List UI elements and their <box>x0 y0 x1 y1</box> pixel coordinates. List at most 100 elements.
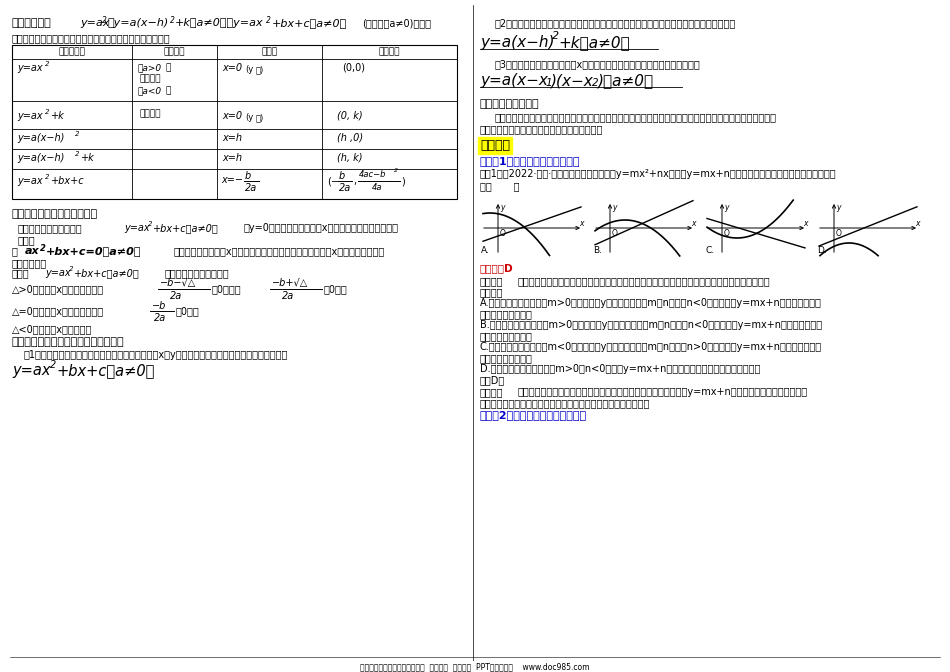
Text: −b+√△: −b+√△ <box>272 278 308 288</box>
Text: 轴): 轴) <box>256 113 264 122</box>
Text: 是（       ）: 是（ ） <box>480 181 520 191</box>
Text: b: b <box>245 171 251 181</box>
Text: (0,0): (0,0) <box>342 63 365 73</box>
Text: △>0，图象与x轴交于两点：（: △>0，图象与x轴交于两点：（ <box>12 284 104 294</box>
Text: 2a: 2a <box>339 183 352 193</box>
Text: x: x <box>915 219 920 228</box>
Text: +bx+c（a≠0）: +bx+c（a≠0） <box>74 268 140 278</box>
Text: (y: (y <box>245 113 254 122</box>
Text: O: O <box>724 229 730 238</box>
Text: y=ax: y=ax <box>12 363 50 378</box>
Text: x=h: x=h <box>222 153 242 163</box>
Text: A.: A. <box>481 246 490 255</box>
Text: 开口方向: 开口方向 <box>163 47 185 56</box>
Text: 本题可先由二次函数图像得到字母系数的正负，再与一次函数的图像相比较是否一致，逐一排除。: 本题可先由二次函数图像得到字母系数的正负，再与一次函数的图像相比较是否一致，逐一… <box>518 276 770 286</box>
Text: 小学、初中、高中各种试卷真题  知识归纳  文案合同  PPT等免费下载    www.doc985.com: 小学、初中、高中各种试卷真题 知识归纳 文案合同 PPT等免费下载 www.do… <box>360 662 590 671</box>
Text: C.: C. <box>705 246 714 255</box>
Text: 五．用待定系数法求二次函数的解析式: 五．用待定系数法求二次函数的解析式 <box>12 337 124 347</box>
Text: x=h: x=h <box>222 133 242 143</box>
Text: x: x <box>803 219 808 228</box>
Text: (−: (− <box>327 176 339 186</box>
Text: 2a: 2a <box>245 183 257 193</box>
Text: ，y=a(x−h): ，y=a(x−h) <box>108 18 169 28</box>
Text: 【考点2】二次函数与一元二次方程: 【考点2】二次函数与一元二次方程 <box>480 410 587 420</box>
Text: O: O <box>500 229 505 238</box>
Text: 四象限，故可排除；: 四象限，故可排除； <box>480 353 533 363</box>
Text: +k: +k <box>81 153 95 163</box>
Text: 2a: 2a <box>170 291 182 301</box>
Text: 的图象与坐标轴的交点：: 的图象与坐标轴的交点： <box>165 268 230 278</box>
Text: （1）当题给条件为已知图象经过三个已知点或已知x、y的三对对应值时，可设解析式为一般形式：: （1）当题给条件为已知图象经过三个已知点或已知x、y的三对对应值时，可设解析式为… <box>24 350 289 360</box>
Text: 对称轴: 对称轴 <box>261 47 277 56</box>
Text: 三、二次函数: 三、二次函数 <box>12 18 51 28</box>
Text: 及抛物线二次函数的有关性质，开口方向、对称轴、顶点坐标等。: 及抛物线二次函数的有关性质，开口方向、对称轴、顶点坐标等。 <box>480 398 651 408</box>
Text: 四象限，故可排除；: 四象限，故可排除； <box>480 331 533 341</box>
Text: 本题主要考查了一次函数图像与二次函数图像，应该题记一次函数y=mx+n在不同情况下所在的象限；以: 本题主要考查了一次函数图像与二次函数图像，应该题记一次函数y=mx+n在不同情况… <box>518 387 808 397</box>
Text: +k（a≠0），y=ax: +k（a≠0），y=ax <box>175 18 263 28</box>
Text: ,: , <box>353 176 356 186</box>
Text: y=a(x−h): y=a(x−h) <box>480 35 555 50</box>
Text: ): ) <box>401 176 405 186</box>
Text: 为方程的根。: 为方程的根。 <box>12 258 48 268</box>
Text: 函数解析式: 函数解析式 <box>59 47 86 56</box>
Text: 2a: 2a <box>282 291 294 301</box>
Text: +bx+c（a≠0）: +bx+c（a≠0） <box>153 223 219 233</box>
Text: y=ax: y=ax <box>124 223 150 233</box>
Text: x=−: x=− <box>221 175 243 185</box>
Text: 2: 2 <box>170 16 175 25</box>
Text: 时: 时 <box>166 63 171 72</box>
Text: +bx+c（a≠0）: +bx+c（a≠0） <box>56 363 154 378</box>
Text: y=ax: y=ax <box>80 18 109 28</box>
Text: (y: (y <box>245 65 254 74</box>
Text: y=ax: y=ax <box>17 111 43 121</box>
Text: 【例1】（2022·全国·九年级期末）已知抛物线y=mx²+nx和直线y=mx+n在同一坐标系内的图像如图，其中正确的: 【例1】（2022·全国·九年级期末）已知抛物线y=mx²+nx和直线y=mx+… <box>480 169 837 179</box>
Text: 轴): 轴) <box>256 65 264 74</box>
Text: B.: B. <box>593 246 602 255</box>
Text: 2: 2 <box>102 16 106 25</box>
Text: 程）。: 程）。 <box>18 235 36 245</box>
Text: x=0: x=0 <box>222 111 242 121</box>
Text: y: y <box>724 203 729 212</box>
Text: y=ax: y=ax <box>45 268 70 278</box>
Text: 2: 2 <box>266 16 271 25</box>
Text: 当y=0时，二次函数为关于x的一元二次方程（以下称方: 当y=0时，二次函数为关于x的一元二次方程（以下称方 <box>244 223 399 233</box>
Text: 2: 2 <box>552 31 560 41</box>
Text: y=ax: y=ax <box>17 176 43 186</box>
Text: D.观察二次函数的图像可知m>0，n<0，直线y=mx+n应经过一、三、四象限，符合题意。: D.观察二次函数的图像可知m>0，n<0，直线y=mx+n应经过一、三、四象限，… <box>480 364 760 374</box>
Text: O: O <box>836 229 842 238</box>
Text: 4a: 4a <box>372 183 383 192</box>
Text: 抛物线: 抛物线 <box>12 268 29 278</box>
Text: 形状相同，只是位置不同，它们的顶点坐标及对称轴如下表：: 形状相同，只是位置不同，它们的顶点坐标及对称轴如下表： <box>12 33 171 43</box>
Text: ax: ax <box>25 246 40 256</box>
Text: 即: 即 <box>12 246 18 256</box>
Text: 【详解】: 【详解】 <box>480 287 504 297</box>
Text: 当a<0: 当a<0 <box>137 86 162 95</box>
Text: △=0，图象与x轴交于一点：（: △=0，图象与x轴交于一点：（ <box>12 306 104 316</box>
Text: 二次函数（以下称函数）: 二次函数（以下称函数） <box>18 223 83 233</box>
Text: 2: 2 <box>394 168 398 173</box>
Text: B.由二次函数的图像可知m>0，对称轴在y轴的右侧，可知m、n异号，n<0，此时直线y=mx+n应经过一、三、: B.由二次函数的图像可知m>0，对称轴在y轴的右侧，可知m、n异号，n<0，此时… <box>480 320 822 330</box>
Text: x: x <box>579 219 583 228</box>
Text: C.由二次函数的图像可知m<0，对称轴在y轴的右侧，可知m、n异号，n>0，此时直线y=mx+n应经过一、二、: C.由二次函数的图像可知m<0，对称轴在y轴的右侧，可知m、n异号，n>0，此时… <box>480 342 822 352</box>
Text: ，0）；: ，0）； <box>176 306 200 316</box>
Text: x=0: x=0 <box>222 63 242 73</box>
Text: 2a: 2a <box>154 313 166 323</box>
Text: +bx+c=0（a≠0）: +bx+c=0（a≠0） <box>46 246 142 256</box>
Text: 题目是中考的热点考题，往往以大题形式出现。: 题目是中考的热点考题，往往以大题形式出现。 <box>480 124 603 134</box>
Text: 考点例析: 考点例析 <box>480 139 510 152</box>
Text: 六．二次函数的应用: 六．二次函数的应用 <box>480 99 540 109</box>
Text: ，0）和（: ，0）和（ <box>212 284 241 294</box>
Text: 2: 2 <box>75 131 80 137</box>
Text: x: x <box>691 219 695 228</box>
Text: 2: 2 <box>45 61 49 67</box>
Text: △<0，图象与x轴无交点；: △<0，图象与x轴无交点； <box>12 324 92 334</box>
Text: b: b <box>339 171 345 181</box>
Text: y=ax: y=ax <box>17 63 43 73</box>
Text: 2: 2 <box>40 244 46 253</box>
Text: y=a(x−h): y=a(x−h) <box>17 133 65 143</box>
Text: 时: 时 <box>166 86 171 95</box>
Text: −b: −b <box>152 301 166 311</box>
Text: 二次函数知识很容易与其它知识综合应用，而形成较为复杂的综合题目。因此，以二次函数知识为主的综合性: 二次函数知识很容易与其它知识综合应用，而形成较为复杂的综合题目。因此，以二次函数… <box>495 112 777 122</box>
Text: +k: +k <box>51 111 65 121</box>
Text: 2: 2 <box>75 151 80 157</box>
